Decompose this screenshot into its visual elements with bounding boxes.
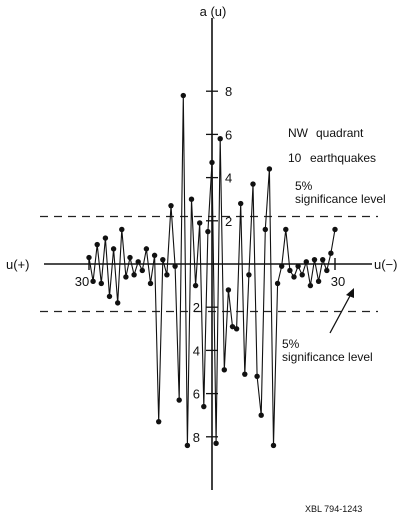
data-point [303,259,309,265]
y-tick-label-upper: 2 [225,214,232,229]
sig-upper-label: significance level [295,192,386,206]
data-point [258,412,264,418]
data-point [86,254,92,261]
data-point [184,442,191,449]
data-point [115,300,121,306]
data-point [242,371,248,377]
data-point [283,226,289,233]
data-point [135,259,141,265]
data-point [123,274,129,280]
y-tick-label-lower: 8 [193,430,200,445]
data-point [102,235,109,241]
x-axis-label-right: u(−) [374,257,397,272]
sig-lower-label: significance level [282,350,373,364]
data-point [307,282,314,289]
data-point [324,267,330,274]
y-tick-label-lower: 6 [193,387,200,402]
data-point [213,440,219,446]
data-point [295,263,301,269]
sig-arrow-head [346,288,354,298]
data-point [151,252,158,259]
x-axis-label-left: u(+) [6,257,29,272]
reference-code: XBL 794-1243 [305,504,362,514]
data-point [94,241,100,248]
data-point [229,323,236,330]
x-tick-label-left: 30 [75,274,89,289]
data-point [266,166,273,172]
data-point [291,274,297,280]
data-point [201,403,207,410]
data-point [139,267,145,274]
sig-lower-percent: 5% [282,337,300,351]
data-point [320,256,326,263]
data-point [172,263,178,269]
data-point [119,226,125,233]
data-point [106,293,113,300]
data-point [270,442,277,449]
data-point [328,250,334,256]
data-point [192,282,199,289]
legend-count: 10 [288,151,302,165]
data-point [217,136,223,142]
data-point [250,181,256,187]
data-point [238,200,244,207]
data-point [233,326,240,332]
data-point [98,280,105,287]
data-point [299,272,305,278]
data-point [246,272,252,278]
data-point [332,226,338,233]
data-point [127,254,133,261]
data-point [180,92,186,99]
data-point [311,256,318,263]
data-point [110,246,117,252]
data-point [209,159,215,166]
data-point [315,278,322,284]
data-point [279,263,285,269]
data-point [147,280,154,287]
x-tick-label-right: 30 [331,274,345,289]
data-point [262,226,268,233]
y-tick-label-upper: 8 [225,84,232,99]
sig-arrow-shaft [329,293,352,334]
y-tick-label-upper: 6 [225,127,232,142]
legend-earthquakes: earthquakes [310,151,376,165]
sig-upper-percent: 5% [295,179,313,193]
data-point [168,202,174,209]
y-axis-label: a (u) [200,4,227,19]
data-point [221,367,227,373]
y-tick-label-lower: 4 [193,343,200,358]
data-point [131,272,137,278]
data-point [274,280,281,287]
data-point [188,196,195,202]
legend-nw: NW [288,126,309,140]
legend-quadrant: quadrant [316,126,364,140]
data-point [160,256,166,263]
data-point [254,373,260,380]
y-tick-label-lower: 2 [193,300,200,315]
data-point [197,220,203,226]
data-point [143,246,150,252]
data-point [205,228,211,235]
data-point [156,418,162,425]
data-point [287,267,293,274]
y-tick-label-upper: 4 [225,171,232,186]
data-point [164,272,170,278]
data-point [90,278,96,284]
data-point [176,397,182,403]
data-point [225,287,232,293]
